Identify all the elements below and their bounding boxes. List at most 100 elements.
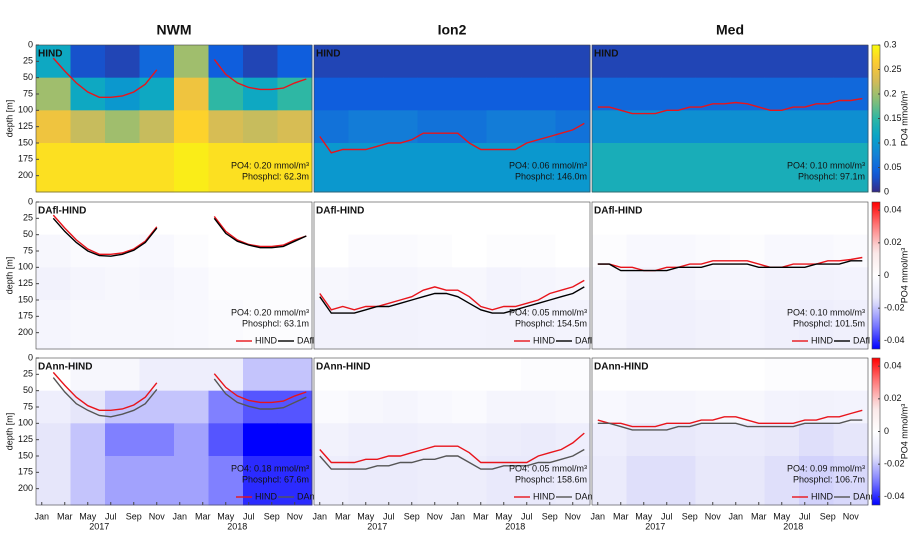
- heatmap-cell: [799, 202, 834, 236]
- heatmap-cell: [383, 300, 418, 350]
- colorbar-tick-label: -0.02: [884, 459, 905, 469]
- annotation: PO4: 0.10 mmol/m³: [787, 307, 865, 317]
- legend-label: HIND: [255, 491, 277, 501]
- x-tick-label: Mar: [195, 511, 211, 521]
- y-tick-label: 25: [23, 213, 33, 223]
- heatmap-cell: [383, 110, 418, 144]
- annotation: PO4: 0.20 mmol/m³: [231, 160, 309, 170]
- x-tick-label: Nov: [287, 511, 304, 521]
- heatmap-cell: [417, 234, 453, 268]
- heatmap-cell: [36, 300, 71, 350]
- heatmap-cell: [730, 77, 765, 111]
- year-label: 2018: [783, 521, 803, 531]
- heatmap-cell: [174, 390, 209, 424]
- heatmap-cell: [521, 45, 556, 79]
- x-tick-label: May: [635, 511, 653, 521]
- heatmap-cell: [70, 358, 106, 392]
- annotation: Phosphcl: 154.5m: [515, 318, 587, 328]
- heatmap-cell: [486, 45, 522, 79]
- heatmap-cell: [592, 45, 627, 79]
- line: [319, 122, 585, 154]
- heatmap-cell: [452, 45, 487, 79]
- heatmap-cell: [417, 45, 453, 79]
- heatmap-cell: [383, 45, 418, 79]
- colorbar-label: PO4 mmol/m³: [899, 248, 909, 304]
- legend-label: HIND: [533, 335, 555, 345]
- heatmap-cell: [243, 390, 278, 424]
- heatmap-cell: [486, 423, 522, 457]
- y-tick-label: 25: [23, 56, 33, 66]
- heatmap-cell: [383, 456, 418, 506]
- panel-label: DAfl-HIND: [316, 206, 364, 217]
- heatmap-cell: [348, 423, 384, 457]
- heatmap-cell: [314, 45, 349, 79]
- heatmap-cell: [139, 267, 175, 301]
- heatmap-cell: [70, 267, 106, 301]
- heatmap-cell: [799, 45, 834, 79]
- heatmap-cell: [764, 77, 800, 111]
- heatmap-cell: [555, 45, 591, 79]
- heatmap-cell: [730, 202, 765, 236]
- y-tick-label: 125: [18, 434, 33, 444]
- heatmap-cell: [764, 234, 800, 268]
- colorbar-tick-label: 0.04: [884, 361, 902, 371]
- colorbar-tick-label: 0: [884, 186, 889, 196]
- heatmap-cell: [417, 202, 453, 236]
- heatmap-cell: [314, 300, 349, 350]
- heatmap-cell: [521, 358, 556, 392]
- heatmap-cell: [314, 143, 349, 193]
- x-tick-label: Jan: [450, 511, 465, 521]
- heatmap-cell: [417, 77, 453, 111]
- colorbar-tick-label: 0.3: [884, 39, 897, 49]
- heatmap-cell: [277, 358, 313, 392]
- year-label: 2017: [89, 521, 109, 531]
- heatmap-cell: [417, 456, 453, 506]
- heatmap-cell: [452, 267, 487, 301]
- heatmap-cell: [348, 267, 384, 301]
- y-tick-label: 125: [18, 121, 33, 131]
- panel-frame: [591, 44, 869, 193]
- heatmap-cell: [661, 358, 696, 392]
- heatmap-cell: [208, 423, 244, 457]
- heatmap-cell: [314, 423, 349, 457]
- annotation: PO4: 0.10 mmol/m³: [787, 160, 865, 170]
- heatmap-cell: [417, 300, 453, 350]
- heatmap-cell: [208, 110, 244, 144]
- heatmap-cell: [764, 267, 800, 301]
- heatmap-cell: [36, 234, 71, 268]
- x-tick-label: Jul: [661, 511, 673, 521]
- annotation: Phosphcl: 106.7m: [793, 474, 865, 484]
- colorbar-tick-label: -0.04: [884, 335, 905, 345]
- heatmap-cell: [70, 202, 106, 236]
- y-tick-label: 100: [18, 418, 33, 428]
- heatmap-cell: [695, 300, 731, 350]
- x-tick-label: Jan: [590, 511, 605, 521]
- x-tick-label: Sep: [264, 511, 280, 521]
- colorbar-tick-label: 0: [884, 270, 889, 280]
- heatmap-cell: [314, 456, 349, 506]
- heatmap-cell: [36, 45, 71, 79]
- heatmap-cell: [799, 423, 834, 457]
- heatmap-cell: [139, 77, 175, 111]
- heatmap-cell: [695, 234, 731, 268]
- line: [52, 371, 307, 411]
- y-tick-label: 150: [18, 137, 33, 147]
- colorbar-tick-label: 0.2: [884, 88, 897, 98]
- heatmap-cell: [626, 267, 662, 301]
- heatmap-cell: [174, 456, 209, 506]
- heatmap-cell: [139, 390, 175, 424]
- heatmap-cell: [521, 202, 556, 236]
- heatmap-cell: [348, 45, 384, 79]
- x-tick-label: Nov: [843, 511, 860, 521]
- heatmap-cell: [105, 77, 140, 111]
- heatmap-cell: [661, 202, 696, 236]
- heatmap-cell: [452, 300, 487, 350]
- heatmap-cell: [105, 45, 140, 79]
- colorbar-label: PO4 mmol/m³: [899, 404, 909, 460]
- heatmap-cell: [139, 202, 175, 236]
- heatmap-cell: [348, 234, 384, 268]
- legend-label: HIND: [255, 335, 277, 345]
- y-tick-label: 175: [18, 311, 33, 321]
- x-tick-label: Mar: [335, 511, 351, 521]
- heatmap-cell: [36, 390, 71, 424]
